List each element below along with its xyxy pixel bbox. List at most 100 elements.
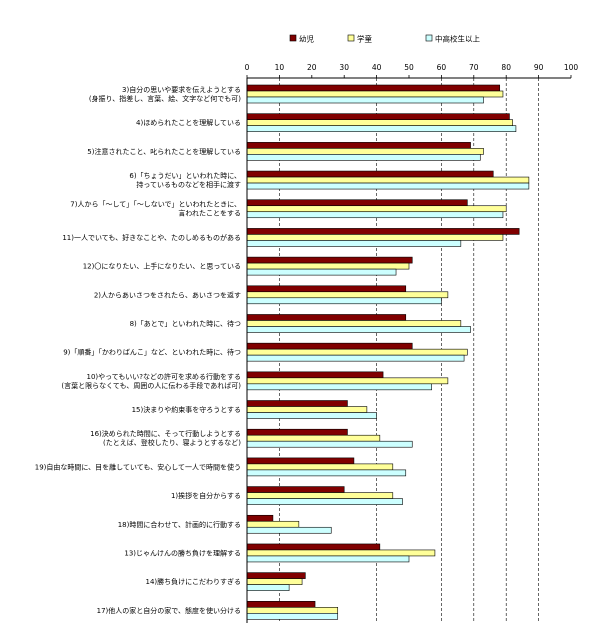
bar-1: [246, 572, 306, 579]
bar-2: [246, 320, 462, 327]
bar-1: [246, 371, 384, 379]
category-label: 言われたことをする: [178, 209, 241, 218]
bar-1: [246, 342, 413, 350]
legend-swatch-3: [425, 34, 433, 42]
x-axis-ticks: 0 10 20 30 40 50 60 70 80 90 100: [245, 63, 579, 78]
bar-3: [246, 354, 465, 362]
bar-2: [246, 492, 394, 499]
category-label: 6)「ちょうだい」といわれた時に、: [129, 172, 241, 180]
legend-swatch-2: [347, 34, 355, 42]
bar-2: [246, 148, 484, 155]
category-label: 15)決まりや約束事を守ろうとする: [132, 405, 241, 414]
bar-1: [246, 113, 510, 120]
x-tick-label: 10: [275, 63, 285, 72]
bar-2: [246, 348, 468, 356]
bar-1: [246, 228, 520, 235]
bar-2: [246, 377, 449, 385]
category-labels: 3)自分の思いや要求を伝えようとする(身振り、指差し、言葉、絵、文字など何でも可…: [35, 85, 242, 615]
bar-2: [246, 578, 303, 585]
category-label: (言葉と限らなくても、周囲の人に伝わる手段であれば可): [61, 381, 241, 390]
x-tick-label: 60: [437, 63, 447, 72]
bar-2: [246, 90, 504, 98]
category-label: 16)決められた時間に、そって行動しようとする: [90, 429, 241, 438]
legend-label-2: 学童: [357, 34, 372, 44]
bar-3: [246, 584, 290, 591]
bar-2: [246, 119, 513, 126]
bar-3: [246, 498, 403, 505]
category-label: 2)人からあいさつをされたら、あいさつを返す: [94, 291, 241, 299]
category-label: 4)ほめられたことを理解している: [136, 118, 241, 127]
bar-3: [246, 297, 442, 305]
bar-1: [246, 457, 355, 465]
x-tick-label: 90: [534, 63, 544, 72]
category-label: 14)勝ち負けにこだわりすぎる: [146, 577, 242, 586]
bar-2: [246, 262, 410, 270]
bar-1: [246, 170, 494, 178]
bar-2: [246, 520, 300, 528]
category-label: 5)注意されたこと、叱られたことを理解している: [87, 147, 241, 156]
bar-1: [246, 285, 407, 293]
bar-1: [246, 142, 471, 149]
bar-1: [246, 314, 407, 321]
x-tick-label: 80: [501, 63, 511, 72]
category-label: 持っているものなどを相手に渡す: [136, 180, 241, 189]
bar-3: [246, 440, 413, 448]
bar-3: [246, 268, 397, 276]
x-tick-label: 40: [372, 63, 382, 72]
bar-2: [246, 463, 394, 471]
bar-3: [246, 613, 339, 620]
bar-1: [246, 199, 468, 207]
bar-2: [246, 607, 339, 614]
category-label: 11)一人でいても、好きなことや、たのしめるものがある: [62, 233, 241, 242]
bar-2: [246, 176, 530, 184]
bar-3: [246, 526, 332, 534]
bar-1: [246, 486, 345, 493]
bars: [246, 84, 530, 620]
bar-3: [246, 182, 530, 190]
bar-3: [246, 555, 410, 563]
bar-3: [246, 383, 432, 391]
x-tick-label: 50: [404, 63, 414, 72]
category-label: (たとえば、登校したり、寝ようとするなど): [103, 438, 241, 447]
category-label: (身振り、指差し、言葉、絵、文字など何でも可): [89, 94, 241, 103]
category-label: 9)「順番」「かわりばんこ」など、といわれた時に、待つ: [63, 348, 241, 357]
bar-2: [246, 549, 436, 557]
bar-3: [246, 154, 481, 161]
x-tick-label: 0: [245, 63, 250, 72]
bar-2: [246, 406, 368, 413]
bar-3: [246, 96, 484, 104]
category-label: 10)やってもいい?などの許可を求める行動をする: [86, 372, 241, 381]
bar-2: [246, 291, 449, 299]
bar-1: [246, 428, 348, 436]
bar-2: [246, 205, 507, 213]
bar-1: [246, 256, 413, 264]
category-label: 3)自分の思いや要求を伝えようとする: [122, 85, 241, 94]
bar-1: [246, 601, 316, 608]
bar-3: [246, 326, 471, 333]
bar-3: [246, 211, 504, 219]
bar-2: [246, 234, 504, 241]
bar-1: [246, 84, 501, 92]
category-label: 18)時間に合わせて、計画的に行動する: [118, 520, 241, 529]
bar-3: [246, 125, 517, 132]
legend: 幼児 学童 中高校生以上: [289, 34, 480, 44]
bar-1: [246, 543, 381, 551]
category-label: 12)〇になりたい、上手になりたい、と思っている: [83, 262, 241, 271]
legend-label-1: 幼児: [299, 34, 314, 44]
category-label: 13)じゃんけんの勝ち負けを理解する: [124, 548, 241, 557]
category-label: 7)人から「〜して」「〜しないで」といわれたときに、: [70, 201, 241, 209]
category-label: 17)他人の家と自分の家で、態度を使い分ける: [97, 606, 241, 615]
bar-1: [246, 400, 348, 407]
category-label: 8)「あとで」といわれた時に、待つ: [130, 319, 241, 328]
category-label: 1)挨拶を自分からする: [171, 491, 241, 500]
x-tick-label: 70: [469, 63, 479, 72]
bar-3: [246, 412, 377, 419]
bar-1: [246, 514, 274, 522]
x-tick-label: 20: [307, 63, 317, 72]
bar-3: [246, 240, 462, 247]
x-tick-label: 100: [564, 63, 579, 72]
category-label: 19)自由な時間に、目を離していても、安心して一人で時間を使う: [35, 462, 241, 471]
legend-label-3: 中高校生以上: [435, 34, 480, 44]
legend-swatch-1: [289, 34, 297, 42]
